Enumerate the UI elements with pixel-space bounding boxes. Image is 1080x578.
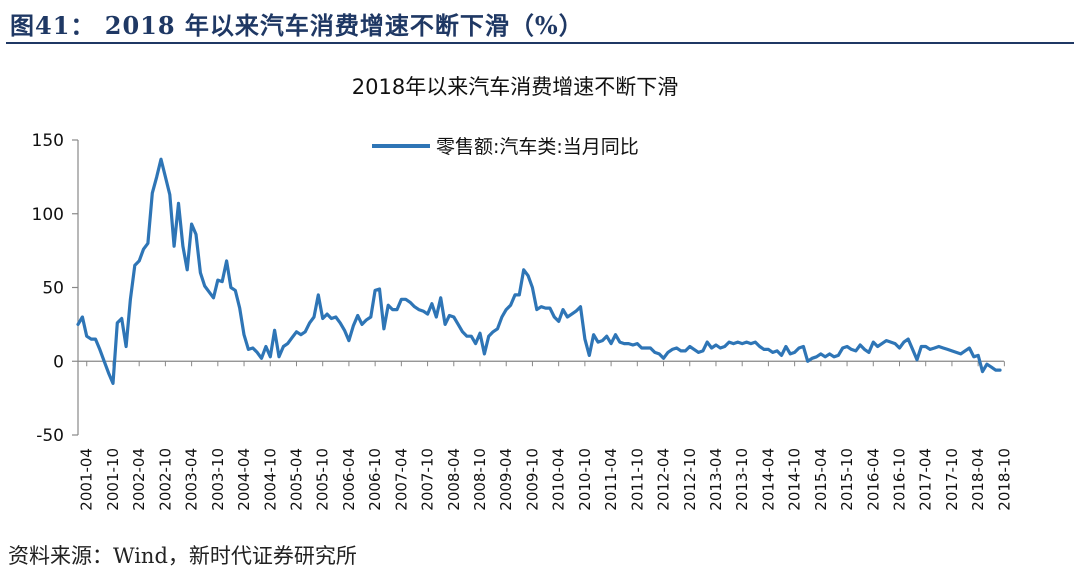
x-tick-label: 2001-04 <box>78 448 96 511</box>
x-tick-label: 2011-10 <box>628 448 646 511</box>
x-tick-label: 2012-10 <box>681 448 699 511</box>
y-tick-label: -50 <box>36 426 64 446</box>
x-tick-label: 2006-04 <box>340 448 358 511</box>
x-tick-label: 2010-10 <box>576 448 594 511</box>
x-tick-label: 2004-10 <box>261 448 279 511</box>
x-tick-label: 2008-10 <box>471 448 489 511</box>
x-tick-label: 2008-04 <box>445 448 463 511</box>
x-tick-label: 2006-10 <box>366 448 384 511</box>
series-line-auto-retail-yoy <box>76 157 1002 385</box>
x-tick-label: 2016-04 <box>864 448 882 511</box>
x-tick-label: 2005-10 <box>314 448 332 511</box>
x-tick-label: 2018-10 <box>995 448 1013 511</box>
x-tick-label: 2002-04 <box>130 448 148 511</box>
chart-title: 2018年以来汽车消费增速不断下滑 <box>352 75 678 99</box>
x-tick-label: 2004-04 <box>235 448 253 511</box>
x-tick-label: 2013-04 <box>707 448 725 511</box>
y-tick-label: 100 <box>32 205 64 225</box>
x-tick-label: 2015-10 <box>838 448 856 511</box>
x-tick-label: 2007-10 <box>419 448 437 511</box>
figure-source: 资料来源：Wind，新时代证券研究所 <box>8 544 357 568</box>
y-tick-label: 50 <box>42 279 64 299</box>
x-tick-label: 2003-10 <box>209 448 227 511</box>
figure-title: 图41： 2018 年以来汽车消费增速不断下滑（%） <box>10 11 584 40</box>
x-tick-label: 2003-04 <box>183 448 201 511</box>
x-tick-label: 2013-10 <box>733 448 751 511</box>
y-tick-label: 0 <box>53 352 64 372</box>
axes <box>72 139 1005 436</box>
x-tick-label: 2014-10 <box>786 448 804 511</box>
x-tick-label: 2007-04 <box>392 448 410 511</box>
y-tick-label: 150 <box>32 131 64 151</box>
line-chart: 2018年以来汽车消费增速不断下滑 150 100 50 0 -50 2001-04 200… <box>32 75 1014 511</box>
x-tick-label: 2001-10 <box>104 448 122 511</box>
x-tick-label: 2009-04 <box>497 448 515 511</box>
x-tick-label: 2015-04 <box>812 448 830 511</box>
x-tick-label: 2012-04 <box>655 448 673 511</box>
x-tick-label: 2005-04 <box>287 448 305 511</box>
x-tick-label: 2002-10 <box>156 448 174 511</box>
figure-header: 图41： 2018 年以来汽车消费增速不断下滑（%） <box>6 2 1074 44</box>
x-tick-label: 2014-04 <box>759 448 777 511</box>
legend-label: 零售额:汽车类:当月同比 <box>436 136 639 158</box>
x-tick-label: 2009-10 <box>523 448 541 511</box>
x-tick-label: 2016-10 <box>890 448 908 511</box>
legend: 零售额:汽车类:当月同比 <box>372 136 639 158</box>
x-tick-label: 2018-04 <box>969 448 987 511</box>
x-tick-label: 2017-04 <box>917 448 935 511</box>
x-tick-label: 2017-10 <box>943 448 961 511</box>
series-group <box>76 157 1002 385</box>
tick-labels: 150 100 50 0 -50 2001-04 2001-10 2002-04 2002-10… <box>32 131 1014 511</box>
x-tick-label: 2011-04 <box>602 448 620 511</box>
x-tick-label: 2010-04 <box>550 448 568 511</box>
